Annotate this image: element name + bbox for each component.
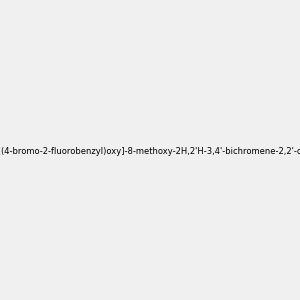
Text: 7'-[(4-bromo-2-fluorobenzyl)oxy]-8-methoxy-2H,2'H-3,4'-bichromene-2,2'-dione: 7'-[(4-bromo-2-fluorobenzyl)oxy]-8-metho… xyxy=(0,147,300,156)
